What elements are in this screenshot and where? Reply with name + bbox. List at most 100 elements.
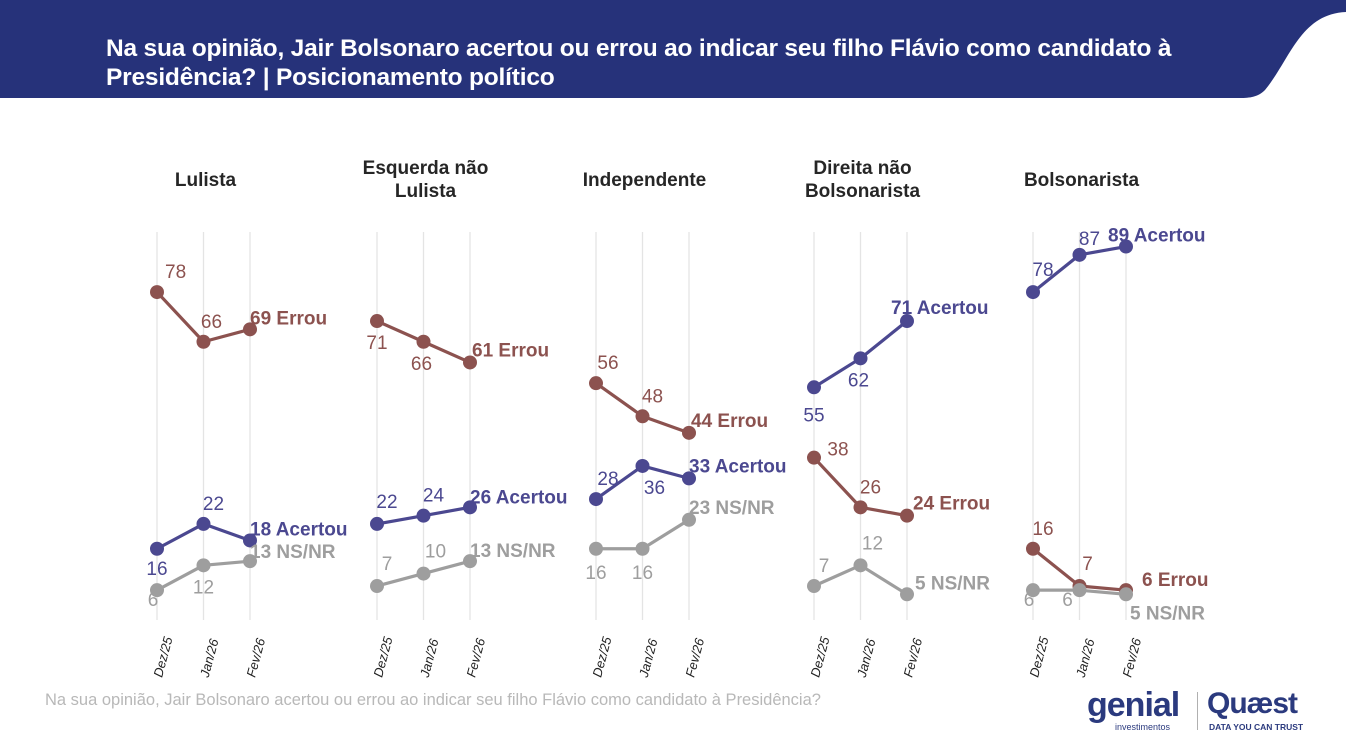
footnote: Na sua opinião, Jair Bolsonaro acertou o… xyxy=(45,691,821,709)
data-point-acertou xyxy=(1119,239,1133,254)
data-point-acertou xyxy=(243,533,257,548)
quaest-logo-subtitle: DATA YOU CAN TRUST xyxy=(1209,722,1304,732)
data-label-nsnr: 6 xyxy=(148,590,159,611)
data-point-acertou xyxy=(635,458,650,473)
data-point-errou xyxy=(196,334,211,349)
x-tick-label: Dez/25 xyxy=(1026,634,1051,678)
end-label-errou: 69 Errou xyxy=(250,308,327,329)
data-point-nsnr xyxy=(807,579,821,594)
data-point-acertou xyxy=(1072,247,1087,262)
data-point-nsnr xyxy=(150,583,164,598)
data-label-errou: 38 xyxy=(827,440,848,461)
data-point-errou xyxy=(150,285,164,300)
data-point-nsnr xyxy=(682,512,696,527)
data-label-acertou: 16 xyxy=(146,559,167,580)
panel-title-line: Esquerda não xyxy=(362,158,489,179)
x-tick-label: Dez/25 xyxy=(150,634,175,678)
genial-logo: genial xyxy=(1087,686,1180,724)
data-point-nsnr xyxy=(243,554,257,569)
end-label-nsnr: 5 NS/NR xyxy=(1130,603,1205,624)
data-label-acertou: 62 xyxy=(848,370,869,391)
end-label-nsnr: 13 NS/NR xyxy=(250,542,336,563)
end-label-acertou: 18 Acertou xyxy=(250,519,348,540)
data-point-errou xyxy=(635,409,650,424)
data-point-errou xyxy=(682,425,696,440)
x-tick-label: Jan/26 xyxy=(417,636,442,679)
data-label-errou: 26 xyxy=(860,477,881,498)
data-label-errou: 48 xyxy=(642,386,663,407)
data-label-nsnr: 16 xyxy=(632,563,653,584)
panel-title-line: Lulista xyxy=(174,170,237,191)
data-label-nsnr: 7 xyxy=(819,556,830,577)
end-label-errou: 44 Errou xyxy=(691,411,768,432)
data-point-acertou xyxy=(150,541,164,556)
x-tick-label: Fev/26 xyxy=(1119,636,1144,679)
genial-logo-subtitle: investimentos xyxy=(1115,722,1171,732)
x-tick-label: Dez/25 xyxy=(807,634,832,678)
data-point-nsnr xyxy=(370,579,384,594)
data-point-acertou xyxy=(589,492,603,507)
x-tick-label: Dez/25 xyxy=(589,634,614,678)
data-point-errou xyxy=(807,450,821,465)
end-label-errou: 24 Errou xyxy=(913,494,990,515)
end-label-acertou: 89 Acertou xyxy=(1108,226,1206,247)
data-label-errou: 66 xyxy=(201,312,222,333)
end-label-nsnr: 5 NS/NR xyxy=(915,573,990,594)
data-label-errou: 7 xyxy=(1082,554,1093,575)
panel-title-2: Independente xyxy=(545,169,745,192)
end-label-acertou: 71 Acertou xyxy=(891,298,989,319)
data-label-errou: 78 xyxy=(165,262,186,283)
end-label-acertou: 33 Acertou xyxy=(689,456,787,477)
end-label-acertou: 26 Acertou xyxy=(470,487,568,508)
data-point-nsnr xyxy=(635,541,650,556)
data-label-errou: 66 xyxy=(411,354,432,375)
x-tick-label: Fev/26 xyxy=(243,636,268,679)
data-label-errou: 16 xyxy=(1032,519,1053,540)
data-point-acertou xyxy=(416,508,431,523)
data-point-nsnr xyxy=(1026,583,1040,598)
data-label-nsnr: 12 xyxy=(862,533,883,554)
data-label-acertou: 22 xyxy=(203,494,224,515)
data-label-errou: 56 xyxy=(597,353,618,374)
panel-title-4: Bolsonarista xyxy=(982,169,1182,192)
x-tick-label: Jan/26 xyxy=(1073,636,1098,679)
x-tick-label: Fev/26 xyxy=(463,636,488,679)
data-point-acertou xyxy=(682,471,696,486)
data-point-nsnr xyxy=(853,558,868,573)
logo-divider xyxy=(1197,692,1198,730)
data-label-acertou: 24 xyxy=(423,486,445,507)
data-point-acertou xyxy=(463,500,477,515)
data-point-nsnr xyxy=(416,566,431,581)
data-point-acertou xyxy=(196,516,211,531)
data-point-nsnr xyxy=(1072,583,1087,598)
data-point-nsnr xyxy=(900,587,914,602)
panel-title-0: Lulista xyxy=(106,169,306,192)
quaest-logo: Quæst xyxy=(1207,687,1298,720)
data-label-nsnr: 6 xyxy=(1062,590,1073,611)
data-point-errou xyxy=(900,508,914,523)
x-tick-label: Fev/26 xyxy=(900,636,925,679)
x-tick-label: Fev/26 xyxy=(682,636,707,679)
data-label-acertou: 22 xyxy=(376,492,397,513)
end-label-nsnr: 23 NS/NR xyxy=(689,498,775,519)
data-label-acertou: 78 xyxy=(1032,260,1053,281)
data-label-acertou: 36 xyxy=(644,478,665,499)
x-tick-label: Jan/26 xyxy=(197,636,222,679)
data-point-nsnr xyxy=(196,558,211,573)
end-label-errou: 6 Errou xyxy=(1142,570,1209,591)
x-tick-label: Dez/25 xyxy=(370,634,395,678)
data-point-acertou xyxy=(1026,285,1040,300)
data-point-acertou xyxy=(900,314,914,329)
header-banner xyxy=(0,0,1346,98)
data-point-errou xyxy=(243,322,257,337)
data-label-nsnr: 10 xyxy=(425,542,446,563)
data-point-acertou xyxy=(370,516,384,531)
data-label-acertou: 28 xyxy=(597,469,618,490)
data-label-nsnr: 12 xyxy=(193,577,214,598)
panel-title-1: Esquerda não Lulista xyxy=(326,157,526,203)
data-point-nsnr xyxy=(589,541,603,556)
x-tick-label: Jan/26 xyxy=(854,636,879,679)
data-point-nsnr xyxy=(463,554,477,569)
panel-title-3: Direita não Bolsonarista xyxy=(763,157,963,203)
